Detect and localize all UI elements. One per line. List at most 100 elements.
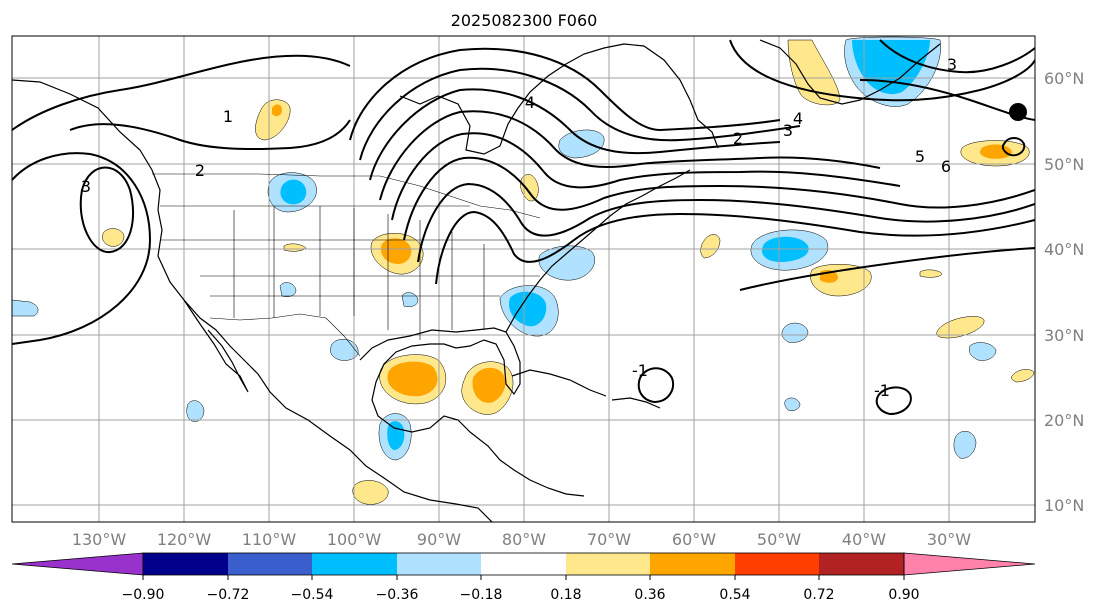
colorbar-bin-2: [228, 553, 312, 575]
lon-label-70w: 70°W: [587, 530, 631, 549]
contour-label-3: 3: [81, 177, 91, 196]
coast-baja: [183, 299, 249, 393]
colorbar: −0.90 −0.72 −0.54 −0.36 −0.18 0.18 0.36 …: [11, 552, 1036, 603]
contour-label-1: 1: [223, 107, 233, 126]
cb-label-4: −0.36: [376, 587, 419, 603]
cb-label-8: 0.54: [719, 587, 750, 603]
shade-gulf-east-orange: [472, 367, 506, 403]
colorbar-bin-5: [481, 553, 566, 575]
lon-label-40w: 40°W: [842, 530, 886, 549]
lat-label-50n: 50°N: [1044, 155, 1084, 174]
shade-nb-yellow: [700, 234, 721, 259]
cb-label-1: −0.90: [122, 587, 165, 603]
contour-label-2: 2: [195, 161, 205, 180]
colorbar-bin-9: [819, 553, 904, 575]
graticule: [12, 36, 1035, 522]
station-marker: [1009, 103, 1027, 121]
contour-trough-3: [369, 88, 781, 181]
border-states-b: [160, 205, 560, 297]
contour-label-10: 3: [947, 55, 957, 74]
contour-label-11: -1: [632, 361, 648, 380]
coastlines: [12, 39, 941, 522]
cb-label-3: −0.54: [291, 587, 334, 603]
contour-trough-2: [359, 67, 801, 161]
shade-east-orange: [980, 144, 1012, 159]
colorbar-bin-4: [397, 553, 481, 575]
shade-carolina-blue: [508, 291, 547, 327]
lon-label-30w: 30°W: [927, 530, 971, 549]
contour-trough-1: [349, 47, 781, 141]
colorbar-ticks: [142, 575, 905, 580]
contour-low-pac: [79, 166, 134, 254]
colorbar-bin-8: [735, 553, 819, 575]
colorbar-bin-6: [566, 553, 650, 575]
lat-label-60n: 60°N: [1044, 69, 1084, 88]
cb-label-2: −0.72: [207, 587, 250, 603]
shade-baja-lightblue: [186, 400, 205, 422]
contour-gl-1: [729, 39, 1035, 102]
contour-ridge-west-2: [69, 119, 351, 151]
shade-gulf-west-orange: [387, 361, 438, 397]
shade-trop-lightblue: [953, 430, 977, 459]
lon-label-90w: 90°W: [417, 530, 461, 549]
border-us-mexico: [209, 313, 361, 357]
coast-hudson: [399, 43, 719, 155]
lon-label-100w: 100°W: [327, 530, 382, 549]
lat-label-20n: 20°N: [1044, 411, 1084, 430]
longitude-labels: 130°W 120°W 110°W 100°W 90°W 80°W 70°W 6…: [72, 530, 971, 549]
contour-trough-6: [403, 156, 1035, 241]
shade-labrador-lightblue: [558, 129, 605, 159]
cb-label-10: 0.90: [888, 587, 919, 603]
lon-label-60w: 60°W: [672, 530, 716, 549]
coast-greenland: [759, 39, 941, 105]
shaded-anomaly-layer: [12, 36, 1035, 505]
shade-canada-yellow: [520, 174, 539, 202]
contour-trough-7: [417, 182, 1035, 263]
lat-label-30n: 30°N: [1044, 326, 1084, 345]
contour-trough-8: [435, 210, 1035, 285]
border-states-a: [233, 206, 485, 340]
shade-plains-blue: [280, 179, 307, 205]
shade-bc-yellow: [102, 228, 125, 247]
contour-label-6: 3: [783, 121, 793, 140]
contour-minus1-a: [637, 367, 674, 404]
shade-tiny-lightblue: [784, 397, 801, 411]
latitude-labels: 60°N 50°N 40°N 30°N 20°N 10°N: [1044, 69, 1084, 515]
coast-gulf: [359, 327, 521, 433]
lon-label-130w: 130°W: [72, 530, 127, 549]
cb-label-6: 0.18: [550, 587, 581, 603]
shade-far-east-yellow: [1010, 369, 1035, 383]
contour-label-9: 6: [941, 157, 951, 176]
colorbar-extend-low: [11, 552, 144, 576]
lon-label-80w: 80°W: [502, 530, 546, 549]
shade-central-orange: [380, 238, 412, 264]
colorbar-bin-1: [143, 553, 228, 575]
shade-mexico-blue: [387, 421, 405, 450]
contour-label-7: 4: [793, 109, 803, 128]
coast-cuba: [511, 369, 607, 397]
lat-label-10n: 10°N: [1044, 496, 1084, 515]
shade-sw-lightblue: [279, 282, 297, 297]
contour-trough-4: [379, 110, 881, 201]
contour-label-8: 5: [915, 147, 925, 166]
colorbar-tick-labels: −0.90 −0.72 −0.54 −0.36 −0.18 0.18 0.36 …: [122, 587, 920, 603]
coast-central-america: [469, 431, 585, 497]
contour-label-4: 4: [525, 93, 535, 112]
contour-pac-2: [12, 152, 152, 345]
lon-label-110w: 110°W: [242, 530, 297, 549]
lon-label-50w: 50°W: [757, 530, 801, 549]
colorbar-extend-high: [903, 552, 1036, 576]
border-us-canada: [152, 173, 541, 219]
contour-lines: [12, 39, 1035, 416]
shade-bermuda-yellow: [919, 269, 943, 278]
cb-label-9: 0.72: [803, 587, 834, 603]
lon-label-120w: 120°W: [157, 530, 212, 549]
shade-sub-lightblue: [969, 342, 997, 361]
shade-alaska-orange: [272, 104, 282, 117]
shade-mid-atl-lightblue: [781, 322, 809, 343]
contour-label-12: -1: [874, 381, 890, 400]
colorbar-frame: [142, 552, 905, 576]
plot-title: 2025082300 F060: [451, 11, 598, 30]
shade-pacific-lightblue: [12, 299, 39, 317]
